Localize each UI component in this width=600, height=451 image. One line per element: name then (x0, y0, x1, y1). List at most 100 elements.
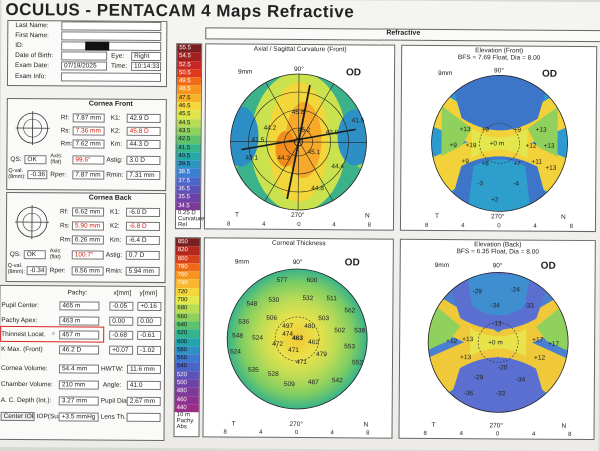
thickness-axis-bottom: 270° (290, 421, 304, 428)
cb-qs-field: OK (24, 250, 46, 259)
map-value: 548 (232, 333, 243, 340)
axial-map-panel: Axial / Sagittal Curvature (Front) OD (204, 43, 395, 230)
cf-rmin-label: Rmin: (106, 172, 123, 179)
scale-cell: 520 (175, 371, 199, 379)
map-value: 600 (307, 277, 318, 284)
map-value: -20 (498, 364, 507, 371)
id-field (61, 41, 161, 51)
chamber-volume-label: Chamber Volume: (1, 381, 53, 388)
map-value: -13 (492, 320, 501, 327)
scale-cell: 580 (175, 346, 199, 354)
map-value: +2 (491, 196, 498, 203)
tick: 8 (368, 222, 371, 228)
cornea-front-title: Cornea Front (61, 100, 161, 108)
map-value: 479 (316, 351, 327, 358)
map-value: 538 (354, 327, 365, 334)
elev-front-n: N (561, 214, 566, 221)
cf-rper-field: 7.87 mm (72, 170, 104, 179)
scale-cell: 41.5 (176, 144, 200, 152)
time-field: 10:14:33 (131, 62, 161, 71)
chamber-volume-field: 210 mm (59, 380, 99, 389)
cb-rs-field: 5.90 mm (72, 221, 104, 230)
cf-astig-field: 3.0 D (126, 156, 160, 165)
scale-cell: 49.5 (177, 77, 201, 85)
cf-rper-label: Rper: (50, 171, 66, 178)
cf-rf-field: 7.87 mm (73, 113, 105, 122)
scale-cell: 800 (176, 255, 200, 263)
time-label: Time: (111, 63, 127, 70)
map-value: 548 (246, 301, 257, 308)
last-name-field (61, 21, 161, 31)
thickness-n: N (364, 421, 369, 428)
last-name-label: Last Name: (15, 22, 48, 29)
cb-rm-field: 6.26 mm (72, 235, 104, 244)
pachy-apex-y: 0.00 (137, 317, 161, 326)
thinnest-location-label: Thinnest Locat. (1, 331, 46, 338)
elev-front-axis-bottom: 270° (491, 213, 505, 220)
map-value: 471 (288, 347, 299, 354)
exam-date-field: 07/19/2025 (61, 61, 107, 70)
tick: 0 (496, 431, 499, 437)
thickness-t: T (232, 421, 236, 428)
map-value: 44.3 (277, 155, 290, 162)
cornea-volume-label: Cornea Volume: (1, 365, 48, 372)
scale-cell: 52.5 (177, 61, 201, 69)
tick: 0 (497, 223, 500, 229)
center-iop-button: Center IOP (1, 412, 35, 421)
map-value: -33 (524, 303, 533, 310)
cb-astig-field: 0.7 D (126, 251, 160, 260)
map-value: -36 (464, 390, 473, 397)
cb-k2-field: -6.8 D (126, 222, 160, 231)
scale-cell: 45.5 (177, 111, 201, 119)
map-value: +11 (531, 159, 542, 166)
tick: 4 (262, 222, 265, 228)
cf-rmin-field: 7.31 mm (126, 171, 160, 180)
axial-axis-bottom: 270° (291, 212, 305, 219)
map-value: 44.8 (311, 185, 324, 192)
scale-cell: 36.5 (176, 185, 200, 193)
map-value: -34 (490, 302, 499, 309)
map-value: 480 (304, 323, 315, 330)
thinnest-location-pachy: 457 m (59, 330, 99, 339)
cb-astig-label: Astig: (106, 252, 122, 259)
angle-field: 41.0 (127, 381, 161, 390)
lens-th-label: Lens Th.: (101, 414, 128, 421)
map-value: +9 (482, 126, 489, 133)
tick: 8 (568, 432, 571, 438)
cf-qval-label: Q-val.(8mm): (8, 168, 26, 180)
kmax-value: 46.2 D (59, 345, 99, 354)
map-value: 535 (248, 367, 259, 374)
kmax-x: +0.07 (109, 346, 133, 355)
tick: 4 (460, 431, 463, 437)
scale-cell: 460 (175, 396, 199, 404)
scale-cell: 47.5 (177, 94, 201, 102)
scale-cell: 34.5 (176, 202, 200, 210)
map-value: 502 (334, 327, 345, 334)
elev-front-axis-top: 90° (494, 67, 504, 74)
scale-cell: 740 (176, 280, 200, 288)
thinnest-location-x: -0.68 (109, 331, 133, 340)
axial-axis-top: 90° (294, 66, 304, 73)
map-value: +9 (514, 126, 521, 133)
redaction-block (85, 41, 109, 50)
cf-axis-label: Axis:(flat) (50, 153, 62, 165)
cb-axis-label: Axis:(flat) (50, 248, 62, 260)
map-value: 41.5 (352, 117, 365, 124)
scale-cell: 37.5 (176, 177, 200, 185)
curvature-rel-label: Rel (176, 222, 200, 228)
cb-axis-field: 100.7° (72, 250, 104, 259)
angle-label: Angle: (103, 382, 121, 389)
map-value: 536 (238, 319, 249, 326)
tick: 8 (425, 223, 428, 229)
first-name-label: First Name: (15, 32, 49, 39)
map-value: 524 (252, 335, 263, 342)
cf-axis-field: 99.6° (72, 155, 104, 164)
iop-sum-field: +3.5 mmHg (59, 412, 99, 421)
scale-cell: 50.5 (177, 69, 201, 77)
map-value: 43.1 (245, 155, 258, 162)
map-value: 577 (277, 277, 288, 284)
cornea-volume-field: 54.4 mm (59, 364, 99, 373)
cf-km-label: Km: (111, 141, 123, 148)
